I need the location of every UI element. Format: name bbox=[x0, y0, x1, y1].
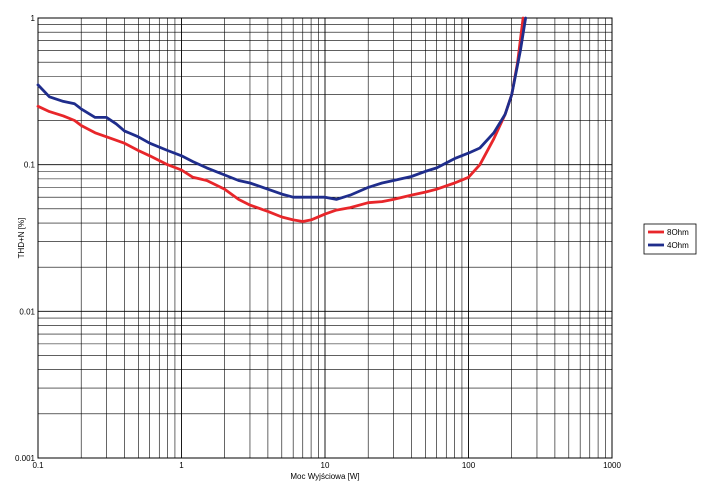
plot-frame bbox=[37, 17, 613, 459]
legend-label-8ohm: 8Ohm bbox=[667, 228, 689, 237]
y-tick-label: 0.001 bbox=[15, 454, 36, 463]
legend-label-4ohm: 4Ohm bbox=[667, 241, 689, 250]
series-line-8ohm bbox=[36, 16, 525, 223]
y-tick-label: 0.1 bbox=[24, 161, 36, 170]
legend: 8Ohm 4Ohm bbox=[643, 223, 697, 255]
tick-labels: 0.1 1 10 100 1000 1 0.1 0.01 0.001 bbox=[15, 14, 621, 470]
x-axis-label: Moc Wyjściowa [W] bbox=[290, 472, 359, 481]
x-tick-label: 100 bbox=[462, 461, 476, 470]
series-layer bbox=[36, 16, 527, 223]
x-tick-label: 1 bbox=[179, 461, 184, 470]
legend-box bbox=[643, 223, 697, 255]
grid bbox=[37, 18, 612, 459]
x-tick-label: 1000 bbox=[603, 461, 621, 470]
y-tick-label: 1 bbox=[31, 14, 36, 23]
series-line-4ohm bbox=[36, 16, 527, 201]
x-tick-label: 0.1 bbox=[32, 461, 44, 470]
y-tick-label: 0.01 bbox=[19, 307, 35, 316]
x-tick-label: 10 bbox=[321, 461, 330, 470]
y-axis-label: THD+N [%] bbox=[17, 218, 26, 259]
